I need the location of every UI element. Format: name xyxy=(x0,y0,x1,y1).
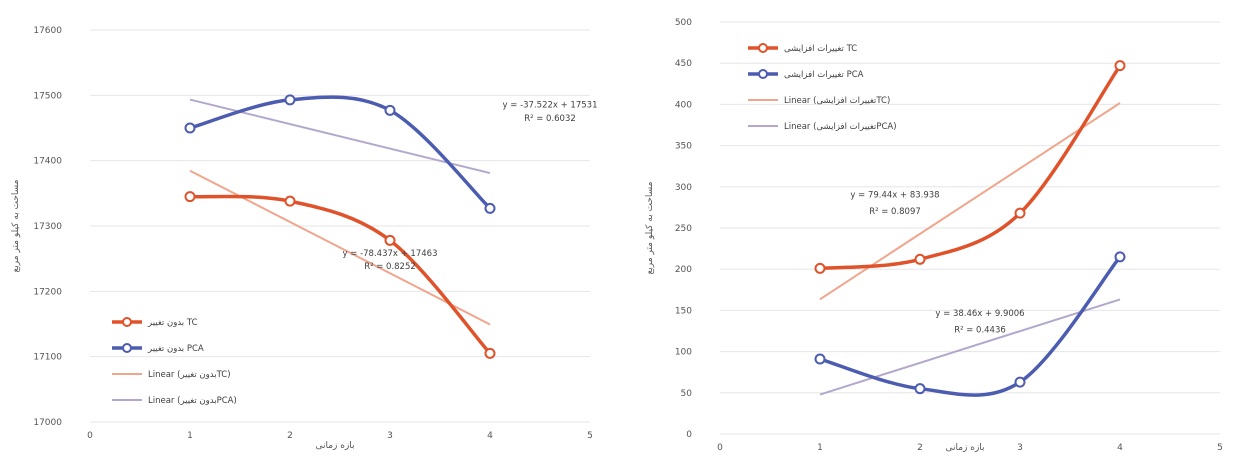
data-point xyxy=(284,195,296,207)
trendline xyxy=(819,298,1121,396)
trendline-equation: y = 79.44x + 83.938 xyxy=(850,191,939,201)
data-point xyxy=(914,253,926,265)
y-tick-label: 300 xyxy=(675,183,692,193)
trendline-equation: R² = 0.8252 xyxy=(364,262,416,272)
x-axis-title: بازه زمانی xyxy=(945,443,984,453)
legend-marker xyxy=(122,317,132,327)
x-tick-label: 2 xyxy=(917,443,923,453)
legend-label: Linear (بدون تغییرTC) xyxy=(148,370,231,380)
y-tick-label: 250 xyxy=(675,224,692,234)
x-tick-label: 0 xyxy=(717,443,723,453)
y-tick-label: 17400 xyxy=(33,157,62,167)
trendline xyxy=(189,169,491,326)
x-tick-label: 3 xyxy=(387,431,393,441)
x-tick-label: 5 xyxy=(587,431,593,441)
data-point xyxy=(1114,60,1126,72)
x-tick-label: 2 xyxy=(287,431,293,441)
series-line xyxy=(819,255,1122,397)
y-tick-label: 17500 xyxy=(33,91,62,101)
y-tick-label: 17100 xyxy=(33,353,62,363)
trendline-equation: R² = 0.6032 xyxy=(524,114,576,124)
x-tick-label: 1 xyxy=(187,431,193,441)
right-chart-svg: 0 50 100 150 200 250 300 350 400 450 500 0 1 2 3 4 5 مساح… xyxy=(645,18,1223,453)
y-axis-title: مساحت به کیلو متر مربع xyxy=(11,179,21,272)
y-tick-label: 17600 xyxy=(33,26,62,36)
y-tick-label: 17200 xyxy=(33,287,62,297)
legend-label: تغییرات افزایشی TC xyxy=(784,44,857,54)
data-point xyxy=(384,234,396,246)
legend-label: تغییرات افزایشی PCA xyxy=(784,70,864,80)
data-point xyxy=(1014,376,1026,388)
y-tick-label: 0 xyxy=(686,430,692,440)
data-point xyxy=(814,262,826,274)
y-tick-label: 400 xyxy=(675,100,692,110)
data-point xyxy=(914,383,926,395)
x-tick-label: 1 xyxy=(817,443,823,453)
legend-label: Linear (بدون تغییرPCA) xyxy=(148,396,237,406)
y-tick-label: 50 xyxy=(681,389,693,399)
x-tick-label: 3 xyxy=(1017,443,1023,453)
y-tick-label: 200 xyxy=(675,265,692,275)
y-tick-label: 150 xyxy=(675,306,692,316)
x-tick-label: 4 xyxy=(487,431,493,441)
y-tick-label: 350 xyxy=(675,142,692,152)
legend-label: بدون تغییر TC xyxy=(147,318,198,328)
x-axis-title: بازه زمانی xyxy=(315,441,354,451)
data-point xyxy=(814,353,826,365)
x-tick-label: 0 xyxy=(87,431,93,441)
trendline-equation: y = -78.437x + 17463 xyxy=(343,249,438,259)
data-point xyxy=(1014,207,1026,219)
legend-marker xyxy=(758,69,768,79)
trendline-equation: y = 38.46x + 9.9006 xyxy=(935,309,1024,319)
data-point xyxy=(184,122,196,134)
trendline-equation: R² = 0.4436 xyxy=(954,326,1006,336)
y-tick-label: 17000 xyxy=(33,418,62,428)
legend-marker xyxy=(758,43,768,53)
x-tick-label: 5 xyxy=(1217,443,1223,453)
data-point xyxy=(284,94,296,106)
data-point xyxy=(384,104,396,116)
y-tick-label: 450 xyxy=(675,59,692,69)
x-tick-label: 4 xyxy=(1117,443,1123,453)
legend-marker xyxy=(122,343,132,353)
left-chart-svg: 17000 17100 17200 17300 17400 17500 17600 0 1 2 3 4… xyxy=(11,26,598,451)
trendline xyxy=(819,102,1121,301)
legend-label: بدون تغییر PCA xyxy=(147,344,204,354)
y-tick-label: 100 xyxy=(675,348,692,358)
series-line xyxy=(819,64,1122,271)
trendline xyxy=(189,98,491,175)
right-chart: 0 50 100 150 200 250 300 350 400 450 500 0 1 2 3 4 5 مساح… xyxy=(630,0,1239,460)
data-point xyxy=(484,347,496,359)
series-line xyxy=(189,95,492,210)
legend-label: Linear (تغییرات افزایشیTC) xyxy=(784,96,890,106)
trendline-equation: R² = 0.8097 xyxy=(869,207,921,217)
data-point xyxy=(184,191,196,203)
series-line xyxy=(189,194,492,355)
trendline-equation: y = -37.522x + 17531 xyxy=(503,101,598,111)
left-chart: 17000 17100 17200 17300 17400 17500 17600 0 1 2 3 4… xyxy=(0,0,610,460)
y-axis-title: مساحت به کیلو متر مربع xyxy=(645,181,655,274)
y-tick-label: 17300 xyxy=(33,222,62,232)
legend-label: Linear (تغییرات افزایشیPCA) xyxy=(784,122,897,132)
data-point xyxy=(1114,251,1126,263)
data-point xyxy=(484,202,496,214)
y-tick-label: 500 xyxy=(675,18,692,28)
